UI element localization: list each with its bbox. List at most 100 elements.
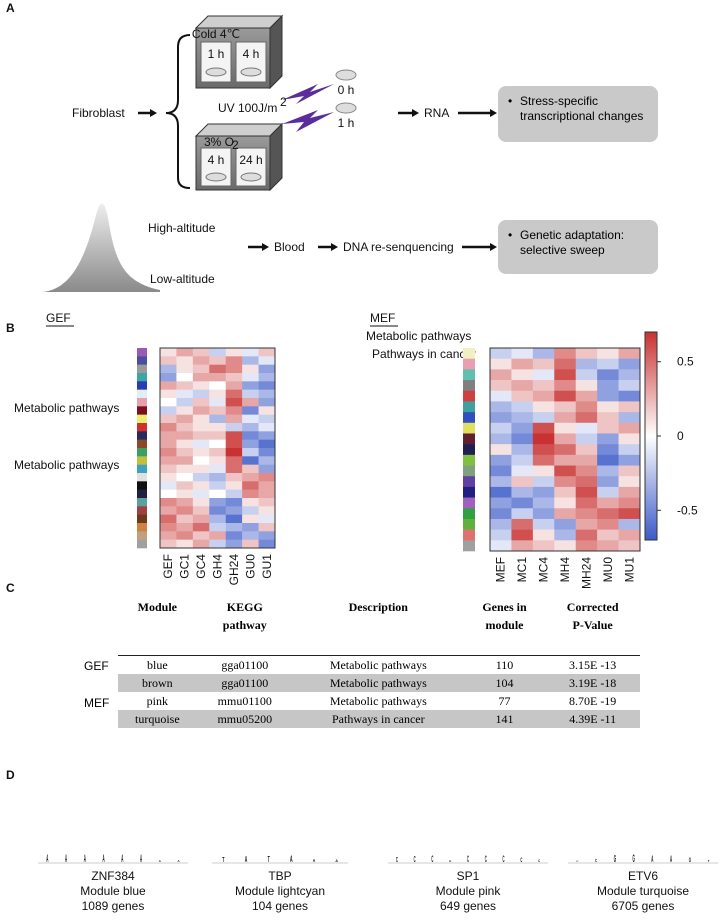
- heatmap-cell: [258, 431, 276, 440]
- colorbar-tick-label: 0: [677, 429, 684, 443]
- table-row: turquoise mmu05200 Pathways in cancer 141 4.…: [118, 710, 640, 728]
- heatmap-cell: [192, 389, 210, 399]
- table-cell: 3.15E -13: [568, 657, 617, 672]
- logo-letter: A: [121, 851, 123, 865]
- heatmap-cell: [511, 380, 534, 392]
- heatmap-cell: [258, 523, 276, 532]
- heatmap-cell: [575, 369, 598, 381]
- heatmap-cell: [575, 486, 598, 498]
- heatmap-cell: [618, 401, 641, 413]
- motif-caption: 1089 genes: [82, 899, 145, 913]
- column-label: GU1: [260, 554, 274, 579]
- logo-letter: G: [632, 852, 634, 864]
- heatmap-cell: [160, 431, 177, 440]
- heatmap-cell: [225, 364, 243, 374]
- heatmap-cell: [160, 523, 177, 532]
- logo-letter: A: [159, 859, 162, 863]
- heatmap-cell: [618, 348, 641, 359]
- heatmap-cell: [242, 364, 259, 374]
- table-cell: 8.70E -19: [568, 693, 617, 708]
- heatmap-cell: [209, 406, 227, 415]
- heatmap-cell: [160, 389, 177, 399]
- heatmap-cell: [242, 373, 259, 382]
- heatmap-cell: [225, 523, 243, 532]
- superscript: 2: [280, 95, 287, 109]
- heatmap-cell: [176, 539, 194, 549]
- module-color: [137, 348, 147, 357]
- colorbar-tick-label: 0.5: [677, 355, 694, 369]
- heatmap-cell: [160, 439, 177, 449]
- heatmap-cell: [242, 439, 259, 449]
- heatmap-cell: [160, 348, 177, 357]
- heatmap-cell: [209, 398, 227, 407]
- heatmap-cell: [597, 380, 619, 392]
- logo-letter: A: [140, 851, 142, 865]
- motif-caption: ETV6: [628, 869, 658, 883]
- module-color: [137, 364, 147, 374]
- heatmap-cell: [597, 497, 619, 509]
- module-color: [137, 539, 147, 549]
- heatmap-title: MEF: [370, 311, 395, 325]
- module-color: [463, 390, 475, 402]
- heatmap-cell: [554, 412, 577, 424]
- heatmap-cell: [554, 390, 577, 402]
- column-header: Corrected P-Value: [545, 594, 640, 656]
- heatmap-cell: [209, 531, 227, 540]
- heatmap-cell: [160, 464, 177, 474]
- heatmap-cell: [511, 401, 534, 413]
- heatmap-cell: [242, 539, 259, 549]
- heatmap-cell: [225, 531, 243, 540]
- column-header: Genes in module: [463, 594, 546, 656]
- subscript: 2: [232, 138, 239, 152]
- heatmap-cell: [225, 506, 243, 515]
- heatmap-cell: [192, 506, 210, 515]
- column-header: Description: [292, 594, 464, 656]
- heatmap-cell: [258, 456, 276, 465]
- heatmap-cell: [176, 348, 194, 357]
- motif-caption: Module lightcyan: [235, 884, 325, 898]
- module-color: [463, 412, 475, 424]
- heatmap-cell: [490, 390, 512, 402]
- heatmap-cell: [192, 356, 210, 365]
- heatmap-cell: [176, 364, 194, 374]
- logo-letter: A: [670, 855, 672, 864]
- altitude-label: High-altitude: [148, 221, 216, 235]
- heatmap-cell: [192, 456, 210, 465]
- heatmap-cell: [242, 473, 259, 482]
- heatmap-cell: [490, 380, 512, 392]
- logo-letter: A: [103, 851, 105, 865]
- heatmap-cell: [176, 381, 194, 390]
- table-cell: mmu05200: [196, 710, 293, 728]
- motif-caption: TBP: [268, 869, 291, 883]
- heatmap-cell: [258, 489, 276, 499]
- heatmap-cell: [160, 373, 177, 382]
- heatmap-cell: [618, 476, 641, 488]
- heatmap-cell: [597, 422, 619, 434]
- header-text: P-Value: [572, 618, 613, 632]
- heatmap-cell: [511, 358, 534, 370]
- heatmap-cell: [176, 489, 194, 499]
- module-color: [137, 464, 147, 474]
- panel-label: C: [6, 581, 15, 595]
- heatmap-cell: [176, 473, 194, 482]
- heatmap-cell: [209, 456, 227, 465]
- heatmap-cell: [242, 348, 259, 357]
- heatmap-cell: [160, 423, 177, 432]
- time-label: 4 h: [208, 153, 225, 167]
- heatmap-cell: [490, 358, 512, 370]
- heatmap-cell: [192, 381, 210, 390]
- module-color: [137, 381, 147, 390]
- table-cell: brown: [118, 674, 197, 692]
- heatmap-cell: [554, 422, 577, 434]
- heatmap-cell: [258, 381, 276, 390]
- heatmap-cell: [258, 498, 276, 507]
- logo-letter: C: [467, 855, 469, 864]
- motif-caption: Module turquoise: [597, 884, 689, 898]
- heatmap-cell: [225, 489, 243, 499]
- heatmap-cell: [532, 454, 555, 466]
- heatmap-cell: [258, 439, 276, 449]
- module-color: [463, 422, 475, 434]
- logo-letter: C: [431, 855, 433, 864]
- module-color: [137, 373, 147, 382]
- heatmap-cell: [511, 454, 534, 466]
